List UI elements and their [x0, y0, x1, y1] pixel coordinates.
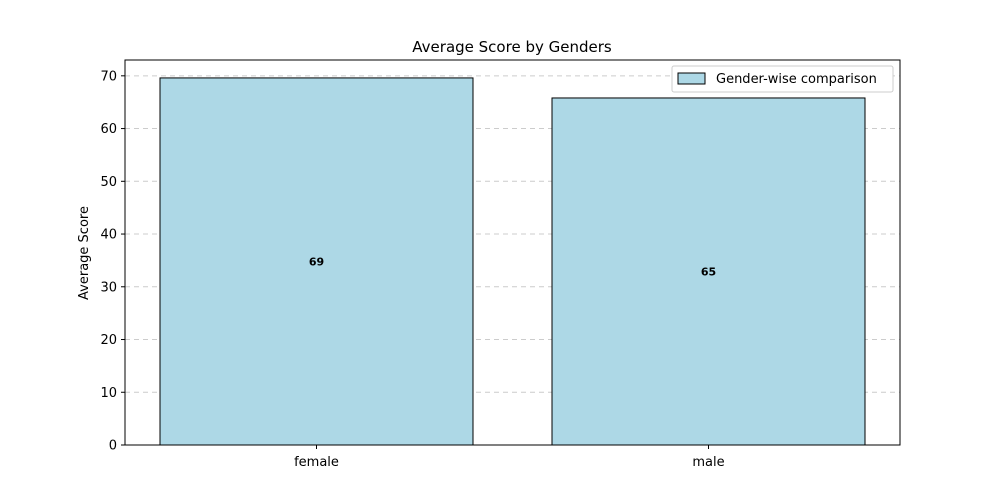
- y-axis-label: Average Score: [77, 206, 92, 300]
- legend: Gender-wise comparison: [671, 65, 894, 93]
- bars: [159, 77, 866, 446]
- y-tick-label: 10: [100, 386, 117, 401]
- y-tick-label: 40: [100, 228, 117, 243]
- bar-value-labels: 69 65: [309, 255, 716, 278]
- y-tick-label: 70: [100, 69, 117, 84]
- bar-female: [159, 77, 474, 446]
- legend-swatch: [677, 72, 706, 85]
- y-axis-ticks: 0 10 20 30 40 50 60 70: [100, 69, 125, 454]
- y-tick-label: 50: [100, 175, 117, 190]
- y-tick-label: 60: [100, 122, 117, 137]
- y-tick-label: 0: [109, 439, 117, 454]
- plot-frame: [124, 59, 901, 446]
- legend-label: Gender-wise comparison: [716, 72, 877, 87]
- y-tick-label: 20: [100, 333, 117, 348]
- bar-value-label: 65: [701, 265, 716, 278]
- y-tick-label: 30: [100, 280, 117, 295]
- legend-box: [671, 65, 894, 93]
- bar-value-label: 69: [309, 255, 324, 268]
- x-tick-label: female: [294, 455, 339, 470]
- x-axis-ticks: female male: [294, 445, 725, 470]
- x-tick-label: male: [692, 455, 724, 470]
- chart-title: Average Score by Genders: [412, 38, 612, 56]
- bar-male: [551, 97, 866, 446]
